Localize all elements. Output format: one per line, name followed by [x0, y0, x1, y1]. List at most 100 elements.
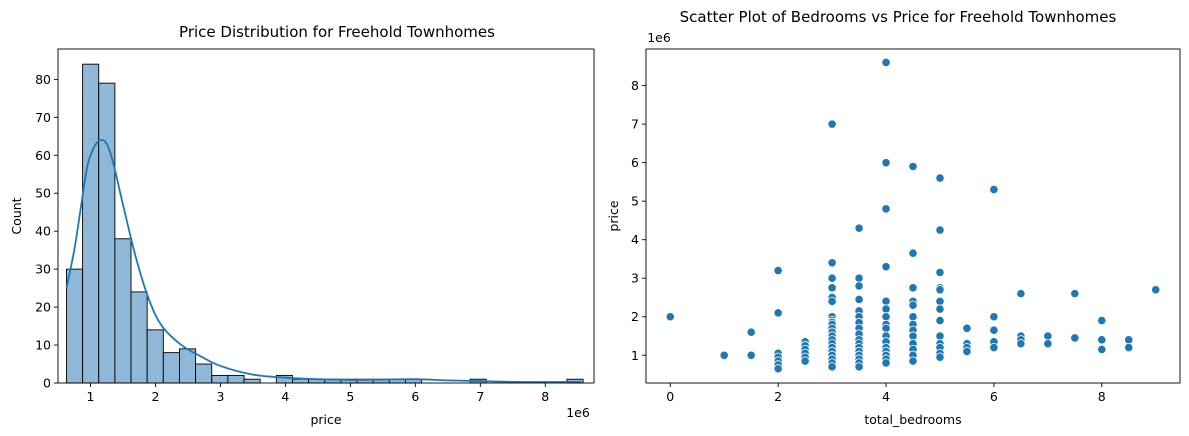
scatter-point: [1124, 335, 1134, 345]
histogram-bar: [243, 378, 261, 384]
scatter-point: [935, 267, 945, 278]
scatter-point: [1070, 289, 1080, 299]
scatter-point: [908, 300, 918, 310]
histogram-bar: [65, 268, 84, 384]
y-tick-label: 60: [35, 148, 51, 163]
scatter-point: [935, 296, 945, 306]
x-tick-label: 4: [281, 389, 289, 404]
scatter-point: [935, 285, 945, 295]
histogram-bar: [82, 63, 100, 384]
scatter-point: [989, 185, 999, 195]
x-tick-label: 4: [882, 389, 890, 404]
scatter-point: [773, 308, 783, 318]
scatter-point: [746, 350, 756, 360]
histogram-bar: [162, 352, 180, 384]
scatter-point: [989, 325, 999, 335]
scatter-point: [746, 327, 756, 337]
scatter-point: [989, 342, 999, 353]
scatter-point: [935, 352, 945, 362]
histogram-bar: [146, 329, 164, 384]
scatter-point: [989, 312, 999, 322]
histogram-bar: [130, 291, 148, 384]
scatter-point: [854, 294, 864, 305]
x-tick-label: 6: [411, 389, 419, 404]
scatter-point: [908, 312, 918, 322]
scatter-point: [773, 265, 783, 276]
y-tick-label: 20: [35, 300, 51, 315]
x-tick-label: 2: [151, 389, 159, 404]
scatter-point: [881, 204, 891, 214]
histogram-y-axis-label: Count: [9, 197, 24, 234]
scatter-y-offset-label: 1e6: [647, 30, 671, 45]
scatter-point: [1043, 331, 1053, 341]
scatter-point: [935, 331, 945, 341]
scatter-point: [881, 312, 891, 322]
scatter-point: [827, 273, 837, 283]
scatter-point: [908, 331, 918, 341]
scatter-point: [908, 161, 918, 172]
x-tick-label: 8: [1098, 389, 1106, 404]
scatter-point: [1097, 335, 1107, 345]
y-tick-label: 4: [631, 232, 639, 247]
scatter-point: [881, 57, 891, 68]
scatter-point: [1016, 339, 1026, 349]
x-tick-label: 1: [87, 389, 95, 404]
y-tick-label: 7: [631, 117, 639, 132]
scatter-point: [881, 158, 891, 168]
y-tick-label: 80: [35, 72, 51, 87]
scatter-point: [1097, 344, 1107, 355]
scatter-point: [881, 296, 891, 306]
y-tick-label: 5: [631, 194, 639, 209]
y-tick-label: 40: [35, 224, 51, 239]
histogram-y-ticks: 0 10 20 30 40 50 60 70 80: [35, 72, 58, 391]
scatter-point: [854, 223, 864, 233]
x-tick-label: 6: [990, 389, 998, 404]
x-tick-label: 0: [666, 389, 674, 404]
scatter-point: [1151, 285, 1161, 295]
x-tick-label: 2: [774, 389, 782, 404]
y-tick-label: 50: [35, 186, 51, 201]
histogram-bar: [227, 374, 245, 384]
y-tick-label: 1: [631, 348, 639, 363]
scatter-point: [881, 304, 891, 314]
scatter-x-ticks: 0 2 4 6 8: [666, 383, 1106, 404]
scatter-point: [827, 296, 837, 306]
y-tick-label: 8: [631, 78, 639, 93]
scatter-point: [908, 248, 918, 258]
scatter-title: Scatter Plot of Bedrooms vs Price for Fr…: [680, 8, 1117, 26]
y-tick-label: 6: [631, 155, 639, 170]
scatter-point: [881, 262, 891, 272]
scatter-point: [962, 346, 972, 357]
histogram-bar: [179, 348, 197, 384]
scatter-point: [1070, 333, 1080, 343]
histogram-bar: [195, 363, 213, 384]
scatter-point: [935, 225, 945, 235]
histogram-title: Price Distribution for Freehold Townhome…: [179, 23, 495, 41]
scatter-y-ticks: 1 2 3 4 5 6 7 8: [631, 78, 646, 363]
scatter-point: [935, 304, 945, 314]
histogram-x-offset-label: 1e6: [566, 405, 590, 420]
y-tick-label: 2: [631, 309, 639, 324]
y-tick-label: 70: [35, 110, 51, 125]
x-tick-label: 8: [541, 389, 549, 404]
histogram-bar: [98, 82, 116, 384]
x-tick-label: 3: [216, 389, 224, 404]
scatter-plot-frame: [645, 48, 1181, 384]
scatter-point: [719, 350, 729, 360]
kde-curve: [65, 138, 582, 383]
y-tick-label: 30: [35, 262, 51, 277]
scatter-point: [827, 283, 837, 293]
scatter-point: [854, 273, 864, 283]
scatter-point: [881, 323, 891, 333]
scatter-point: [854, 281, 864, 291]
scatter-point: [665, 312, 675, 322]
scatter-point: [854, 362, 864, 372]
scatter-point: [908, 356, 918, 366]
scatter-point: [881, 358, 891, 368]
histogram-plot-frame: [57, 48, 595, 384]
scatter-y-axis-label: price: [606, 200, 621, 231]
histogram-x-axis-label: price: [310, 412, 341, 427]
histogram-x-ticks: 1 2 3 4 5 6 7 8: [87, 383, 549, 404]
histogram-chart: Price Distribution for Freehold Townhome…: [9, 23, 595, 427]
